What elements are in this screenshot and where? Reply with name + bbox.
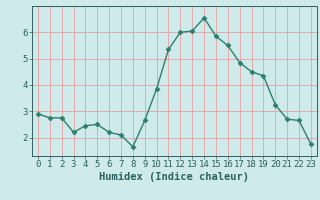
X-axis label: Humidex (Indice chaleur): Humidex (Indice chaleur) <box>100 172 249 182</box>
